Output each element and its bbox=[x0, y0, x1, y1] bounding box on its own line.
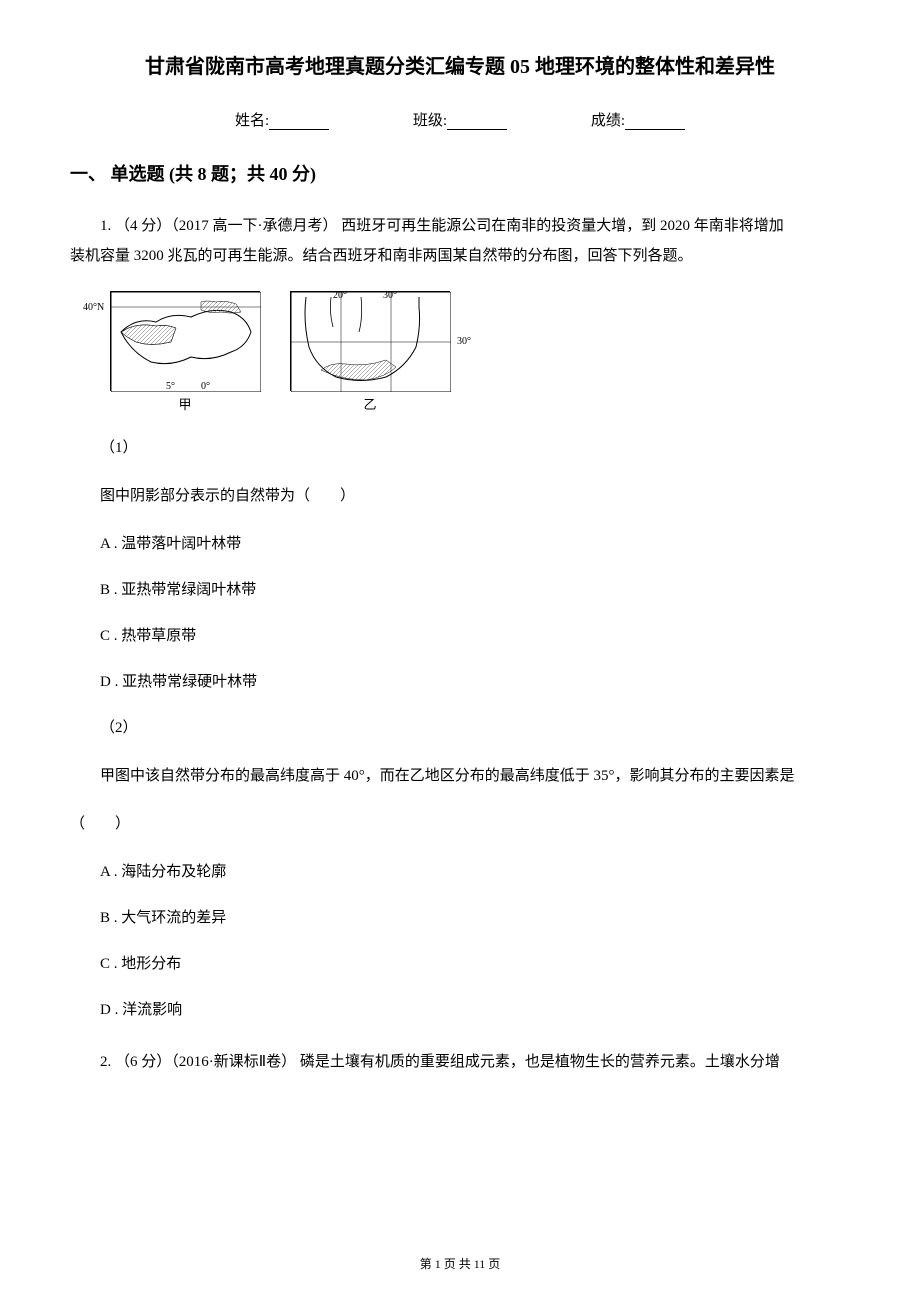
q1-sub2-option-d: D . 洋流影响 bbox=[100, 995, 850, 1025]
map-a-lat-label: 40°N bbox=[83, 302, 104, 313]
map-a-label: 甲 bbox=[110, 394, 260, 413]
map-b-lat: 30° bbox=[457, 336, 471, 347]
name-label: 姓名: bbox=[235, 113, 269, 129]
map-a-svg bbox=[111, 292, 261, 392]
q1-text-line2: 装机容量 3200 兆瓦的可再生能源。结合西班牙和南非两国某自然带的分布图，回答… bbox=[70, 241, 850, 271]
q1-text-part1: 西班牙可再生能源公司在南非的投资量大增，到 2020 年南非将增加 bbox=[338, 218, 784, 234]
map-b: 20° 30° 30° bbox=[290, 291, 450, 391]
score-label: 成绩: bbox=[591, 113, 625, 129]
map-a: 40°N 5° 0° bbox=[110, 291, 260, 391]
q1-source: （2017 高一下·承德月考） bbox=[171, 218, 337, 234]
q2-points: （6 分） bbox=[115, 1054, 171, 1070]
q1-number: 1. bbox=[100, 218, 115, 234]
q1-sub2-option-a: A . 海陆分布及轮廓 bbox=[100, 857, 850, 887]
class-field: 班级: bbox=[413, 109, 507, 130]
section-number: 一、 bbox=[70, 164, 106, 184]
score-blank bbox=[625, 114, 685, 130]
q1-sub2-option-b: B . 大气环流的差异 bbox=[100, 903, 850, 933]
page-title: 甘肃省陇南市高考地理真题分类汇编专题 05 地理环境的整体性和差异性 bbox=[70, 50, 850, 79]
q1-sub1-option-c: C . 热带草原带 bbox=[100, 621, 850, 651]
map-a-wrapper: 40°N 5° 0° 甲 bbox=[110, 291, 260, 413]
q1-points: （4 分） bbox=[115, 218, 171, 234]
map-a-lon1: 5° bbox=[166, 381, 175, 392]
map-b-lon2: 30° bbox=[383, 290, 397, 301]
name-field: 姓名: bbox=[235, 109, 329, 130]
map-b-wrapper: 20° 30° 30° 乙 bbox=[290, 291, 450, 413]
figure-container: 40°N 5° 0° 甲 bbox=[110, 291, 850, 413]
q1-text: 1. （4 分）（2017 高一下·承德月考） 西班牙可再生能源公司在南非的投资… bbox=[70, 211, 850, 241]
map-b-svg bbox=[291, 292, 451, 392]
class-label: 班级: bbox=[413, 113, 447, 129]
q2-number: 2. bbox=[100, 1054, 115, 1070]
q1-sub2-prompt-line1: 甲图中该自然带分布的最高纬度高于 40°，而在乙地区分布的最高纬度低于 35°，… bbox=[100, 761, 850, 791]
q2-text-body: 磷是土壤有机质的重要组成元素，也是植物生长的营养元素。土壤水分增 bbox=[296, 1054, 780, 1070]
question-2: 2. （6 分）（2016·新课标Ⅱ卷） 磷是土壤有机质的重要组成元素，也是植物… bbox=[70, 1047, 850, 1077]
q1-sub2-prompt-line2: （ ） bbox=[70, 809, 850, 839]
class-blank bbox=[447, 114, 507, 130]
page-footer: 第 1 页 共 11 页 bbox=[0, 1255, 920, 1272]
q1-sub1-number: （1） bbox=[100, 433, 850, 463]
map-b-lon1: 20° bbox=[333, 290, 347, 301]
map-a-lon2: 0° bbox=[201, 381, 210, 392]
q1-sub1-option-a: A . 温带落叶阔叶林带 bbox=[100, 529, 850, 559]
section-title: 单选题 (共 8 题；共 40 分) bbox=[111, 164, 317, 184]
q1-sub1-option-d: D . 亚热带常绿硬叶林带 bbox=[100, 667, 850, 697]
q2-text: 2. （6 分）（2016·新课标Ⅱ卷） 磷是土壤有机质的重要组成元素，也是植物… bbox=[70, 1047, 850, 1077]
score-field: 成绩: bbox=[591, 109, 685, 130]
info-row: 姓名: 班级: 成绩: bbox=[70, 109, 850, 130]
question-1: 1. （4 分）（2017 高一下·承德月考） 西班牙可再生能源公司在南非的投资… bbox=[70, 211, 850, 1025]
q1-sub2-number: （2） bbox=[100, 713, 850, 743]
section-header: 一、 单选题 (共 8 题；共 40 分) bbox=[70, 160, 850, 186]
q2-source: （2016·新课标Ⅱ卷） bbox=[171, 1054, 296, 1070]
q1-sub1-prompt: 图中阴影部分表示的自然带为（ ） bbox=[100, 481, 850, 511]
map-b-label: 乙 bbox=[290, 394, 450, 413]
q1-sub1-option-b: B . 亚热带常绿阔叶林带 bbox=[100, 575, 850, 605]
q1-sub2-option-c: C . 地形分布 bbox=[100, 949, 850, 979]
name-blank bbox=[269, 114, 329, 130]
